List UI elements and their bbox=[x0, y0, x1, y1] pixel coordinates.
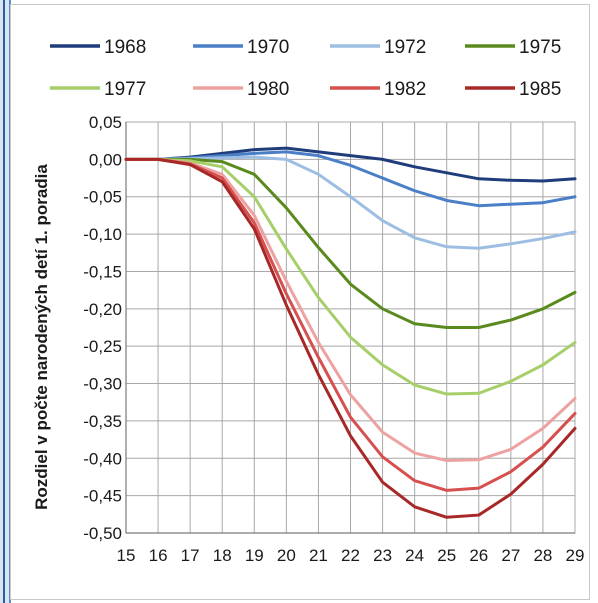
x-tick-label: 28 bbox=[533, 546, 552, 565]
y-tick-label: -0,50 bbox=[83, 524, 122, 543]
x-tick-label: 18 bbox=[213, 546, 232, 565]
legend-label-1985: 1985 bbox=[519, 79, 561, 100]
x-tick-label: 22 bbox=[341, 546, 360, 565]
series-line-1980 bbox=[124, 157, 577, 463]
y-axis-label: Rozdiel v počte narodených detí 1. porad… bbox=[32, 164, 51, 510]
series-line-1985 bbox=[124, 157, 577, 519]
legend-label-1968: 1968 bbox=[104, 37, 146, 58]
legend-label-1980: 1980 bbox=[247, 79, 289, 100]
x-tick-label: 24 bbox=[405, 546, 424, 565]
legend-label-1970: 1970 bbox=[247, 37, 289, 58]
legend-label-1972: 1972 bbox=[384, 37, 426, 58]
chart-border bbox=[10, 4, 590, 600]
y-tick-label: -0,15 bbox=[83, 262, 122, 281]
series-line-1977 bbox=[124, 157, 577, 396]
x-tick-label: 16 bbox=[149, 546, 168, 565]
x-axis-ticks: 15 16 17 18 19 20 21 22 23 24 25 26 27 28 29 bbox=[117, 546, 585, 565]
y-tick-label: -0,45 bbox=[83, 487, 122, 506]
x-tick-label: 21 bbox=[309, 546, 328, 565]
legend-label-1975: 1975 bbox=[519, 37, 561, 58]
x-tick-label: 29 bbox=[566, 546, 585, 565]
y-tick-label: -0,20 bbox=[83, 300, 122, 319]
legend-label-1982: 1982 bbox=[384, 79, 426, 100]
y-tick-label: 0,00 bbox=[89, 150, 122, 169]
x-tick-label: 17 bbox=[181, 546, 200, 565]
x-tick-label: 15 bbox=[117, 546, 136, 565]
x-tick-label: 23 bbox=[373, 546, 392, 565]
y-tick-label: -0,25 bbox=[83, 337, 122, 356]
series-line-1982 bbox=[124, 157, 577, 492]
y-axis-ticks: 0,05 0,00 -0,05 -0,10 -0,15 -0,20 -0,25 -0,30 -0… bbox=[83, 113, 122, 543]
x-tick-label: 19 bbox=[245, 546, 264, 565]
series-line-1975 bbox=[124, 157, 577, 329]
legend-label-1977: 1977 bbox=[104, 79, 146, 100]
y-tick-label: -0,10 bbox=[83, 225, 122, 244]
x-tick-label: 26 bbox=[469, 546, 488, 565]
x-tick-label: 25 bbox=[437, 546, 456, 565]
y-tick-label: -0,40 bbox=[83, 449, 122, 468]
legend: 1968 1970 1972 1975 1977 1980 1982 1985 bbox=[50, 37, 561, 100]
y-tick-label: -0,35 bbox=[83, 412, 122, 431]
y-tick-label: 0,05 bbox=[89, 113, 122, 132]
series-line-1972 bbox=[124, 155, 577, 250]
window-left-edge-line bbox=[3, 0, 5, 603]
x-tick-label: 20 bbox=[277, 546, 296, 565]
series-lines bbox=[124, 146, 577, 519]
grid bbox=[125, 121, 576, 534]
y-tick-label: -0,05 bbox=[83, 188, 122, 207]
y-tick-label: -0,30 bbox=[83, 375, 122, 394]
x-tick-label: 27 bbox=[501, 546, 520, 565]
